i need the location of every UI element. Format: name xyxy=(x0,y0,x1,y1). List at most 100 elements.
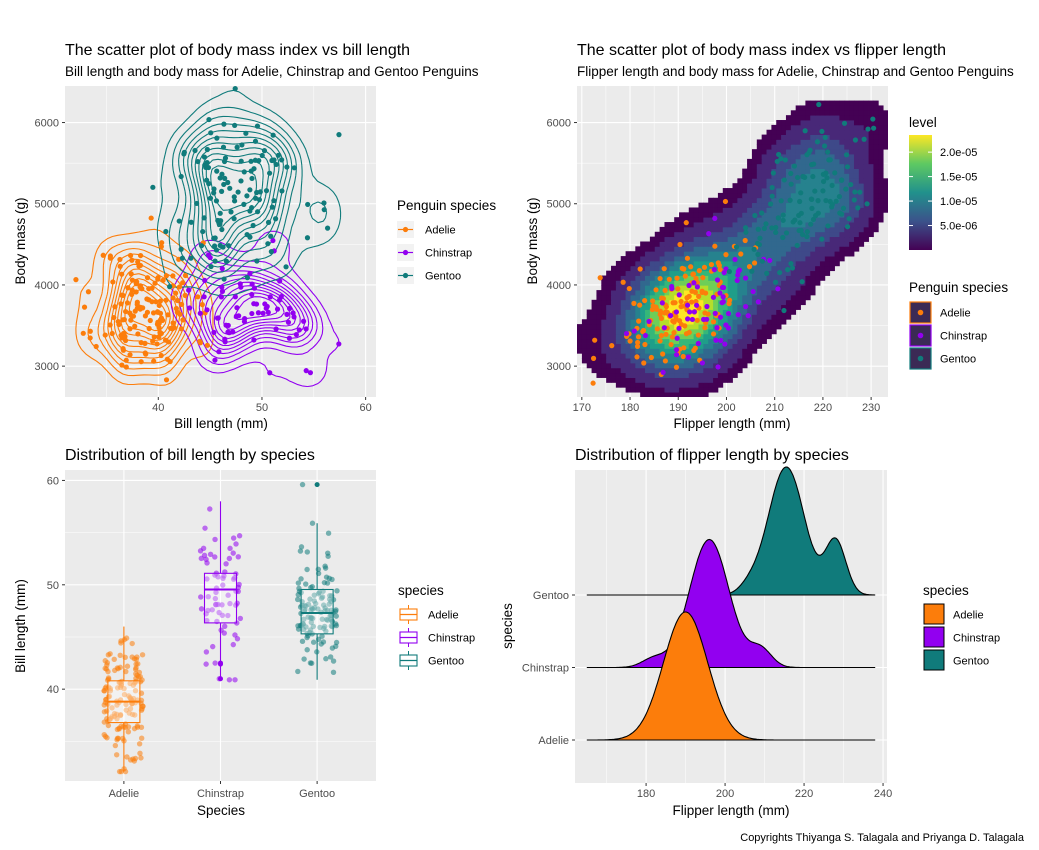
density-cell xyxy=(849,105,855,111)
density-cell xyxy=(824,270,831,276)
density-cell xyxy=(713,212,719,218)
data-point xyxy=(668,313,674,319)
density-cell xyxy=(708,372,714,378)
density-cell xyxy=(761,236,767,242)
density-cell xyxy=(620,353,626,359)
jitter-point-chinstrap xyxy=(212,660,218,666)
data-point-gentoo xyxy=(265,241,271,247)
density-cell xyxy=(611,333,617,340)
jitter-point-chinstrap xyxy=(204,617,210,624)
density-cell xyxy=(659,343,665,349)
density-cell xyxy=(742,188,748,194)
density-cell xyxy=(795,251,801,257)
density-cell xyxy=(742,246,748,252)
density-cell xyxy=(669,324,675,330)
density-cell xyxy=(737,260,743,267)
density-cell xyxy=(785,251,792,257)
jitter-point-gentoo xyxy=(295,668,301,675)
data-point-gentoo xyxy=(247,208,253,214)
density-cell xyxy=(630,294,636,301)
density-cell xyxy=(800,120,806,126)
density-cell xyxy=(615,353,622,359)
data-point-gentoo xyxy=(222,175,228,181)
density-cell xyxy=(664,328,670,335)
density-cell xyxy=(674,377,680,383)
density-cell xyxy=(664,226,670,233)
jitter-point-adelie xyxy=(137,750,143,757)
density-cell xyxy=(849,154,855,160)
data-point xyxy=(851,197,857,203)
density-cell xyxy=(781,275,787,281)
data-point-adelie xyxy=(123,308,129,315)
density-cell xyxy=(659,231,665,238)
density-cell xyxy=(683,382,690,388)
density-cell xyxy=(620,319,626,325)
density-cell xyxy=(849,178,855,184)
density-cell xyxy=(751,319,758,325)
density-cell xyxy=(640,314,646,320)
jitter-point-gentoo xyxy=(304,647,310,653)
density-cell xyxy=(654,343,661,349)
density-cell xyxy=(829,110,835,116)
data-point xyxy=(590,380,596,386)
density-cell xyxy=(819,158,826,165)
density-cell xyxy=(713,222,719,228)
data-point xyxy=(689,288,695,294)
density-cell xyxy=(829,120,835,126)
data-point xyxy=(775,215,781,221)
density-cell xyxy=(771,154,777,160)
data-point-chinstrap xyxy=(251,337,257,343)
density-cell xyxy=(742,319,748,325)
jitter-point-gentoo xyxy=(295,596,301,603)
density-cell xyxy=(698,372,704,378)
density-cell xyxy=(669,382,675,388)
density-cell xyxy=(688,217,695,223)
density-cell xyxy=(761,246,767,252)
density-cell xyxy=(844,139,850,145)
density-cell xyxy=(708,348,714,354)
y-tick-label: 4000 xyxy=(547,280,571,292)
data-point-gentoo xyxy=(215,217,221,224)
density-cell xyxy=(640,251,646,257)
density-cell xyxy=(688,319,695,325)
data-point xyxy=(669,285,675,292)
density-cell xyxy=(645,392,651,397)
density-cell xyxy=(698,260,704,267)
density-cell xyxy=(751,173,758,179)
density-cell xyxy=(873,105,879,111)
density-cell xyxy=(815,168,821,174)
density-cell xyxy=(630,290,636,296)
data-point-chinstrap xyxy=(212,357,218,363)
density-cell xyxy=(737,309,743,315)
density-cell xyxy=(664,319,670,325)
density-cell xyxy=(766,168,772,174)
density-cell xyxy=(776,222,782,228)
data-point xyxy=(657,338,663,344)
data-point xyxy=(634,354,640,360)
density-cell xyxy=(766,324,772,330)
data-point xyxy=(657,308,663,314)
density-cell xyxy=(756,265,763,272)
density-cell xyxy=(781,270,787,276)
jitter-point-chinstrap xyxy=(207,551,214,557)
density-cell xyxy=(717,372,724,378)
data-point xyxy=(712,310,718,316)
density-cell xyxy=(649,358,656,364)
density-cell xyxy=(625,314,631,320)
density-cell xyxy=(737,348,743,354)
jitter-point-gentoo xyxy=(326,575,333,582)
density-cell xyxy=(781,129,787,135)
colorbar-ticks: 2.0e-051.5e-051.0e-055.0e-06 xyxy=(909,147,977,233)
density-cell xyxy=(883,144,888,150)
data-point xyxy=(775,286,781,292)
density-cell xyxy=(596,358,602,364)
data-point-gentoo xyxy=(206,181,212,187)
data-point xyxy=(714,277,721,283)
density-cell xyxy=(873,188,879,194)
data-point-gentoo xyxy=(283,264,289,270)
density-cell xyxy=(815,110,821,116)
data-point xyxy=(661,266,667,272)
density-cell xyxy=(674,324,680,330)
